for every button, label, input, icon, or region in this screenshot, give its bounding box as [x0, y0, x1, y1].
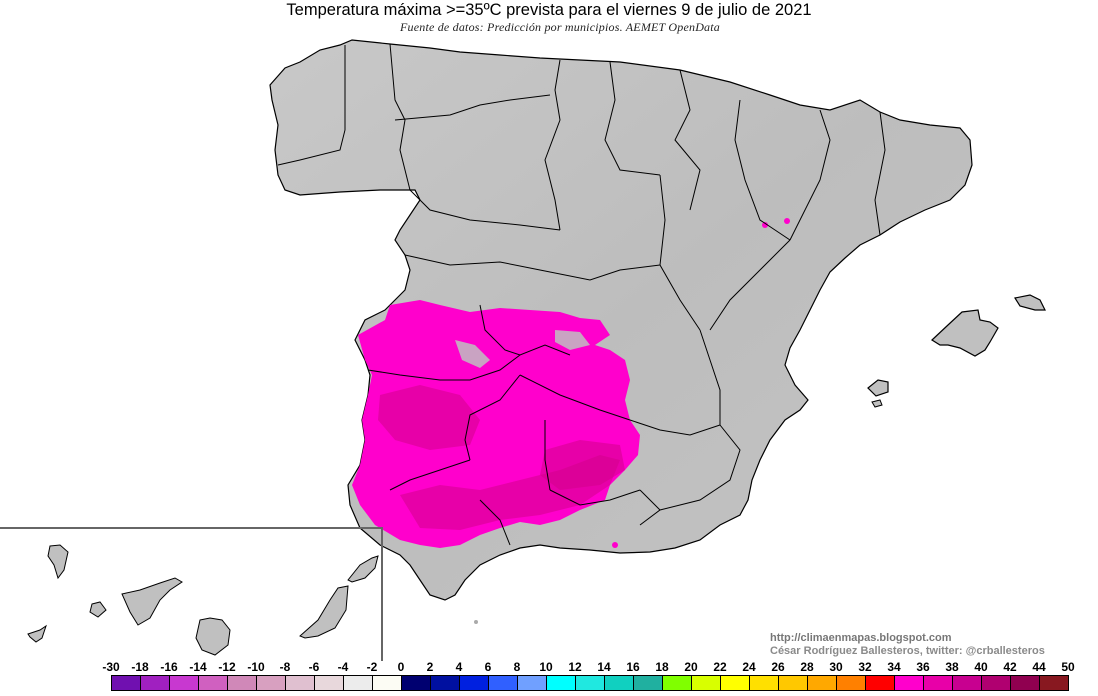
- legend-swatch: [836, 675, 866, 691]
- legend-label: 34: [887, 660, 901, 674]
- legend-swatch: [372, 675, 402, 691]
- legend-label: 44: [1032, 660, 1046, 674]
- heat-spot-ebro-2: [784, 218, 790, 224]
- legend-label: -4: [337, 660, 349, 674]
- legend-label: 4: [455, 660, 463, 674]
- legend-swatch: [778, 675, 808, 691]
- cool-gap-montes: [555, 330, 590, 350]
- legend-label: 14: [597, 660, 611, 674]
- legend-swatch: [227, 675, 257, 691]
- legend-swatch: [604, 675, 634, 691]
- legend-label: 8: [513, 660, 521, 674]
- legend-label: 50: [1061, 660, 1075, 674]
- legend-label: -2: [366, 660, 378, 674]
- ibiza-island: [867, 379, 889, 397]
- legend-label: 38: [945, 660, 959, 674]
- heat-zone-dark-jaen: [540, 440, 625, 490]
- legend-swatch: [343, 675, 373, 691]
- legend-swatch: [517, 675, 547, 691]
- gran-canaria-island: [195, 617, 231, 656]
- tenerife-island: [121, 577, 183, 626]
- regional-borders: [277, 43, 886, 546]
- legend-label: 42: [1003, 660, 1017, 674]
- legend-swatch: [140, 675, 170, 691]
- la-gomera-island: [89, 601, 107, 618]
- legend-label: -6: [308, 660, 320, 674]
- heat-zone-dark-extremadura: [378, 385, 480, 450]
- credits-url: http://climaenmapas.blogspot.com: [770, 632, 952, 644]
- legend-swatch: [256, 675, 286, 691]
- legend-label: 36: [916, 660, 930, 674]
- legend-swatch: [981, 675, 1011, 691]
- legend-swatch: [749, 675, 779, 691]
- legend-label: 18: [655, 660, 669, 674]
- credits-author: César Rodríguez Ballesteros, twitter: @c…: [770, 645, 1045, 657]
- legend-swatch: [430, 675, 460, 691]
- legend-swatch: [1010, 675, 1040, 691]
- legend-label: -18: [131, 660, 149, 674]
- el-hierro-island: [27, 624, 47, 643]
- map-subtitle: Fuente de datos: Predicción por municipi…: [400, 20, 720, 34]
- ceuta-speck: [474, 620, 478, 624]
- formentera-island: [871, 399, 883, 408]
- menorca-island: [1014, 294, 1046, 311]
- legend-swatch: [575, 675, 605, 691]
- legend-swatch: [720, 675, 750, 691]
- heat-spot-almeria: [612, 542, 618, 548]
- legend-label: -30: [102, 660, 120, 674]
- legend-swatch: [923, 675, 953, 691]
- legend-label: 16: [626, 660, 640, 674]
- legend-swatch: [807, 675, 837, 691]
- legend-label: 12: [568, 660, 582, 674]
- legend-swatch: [865, 675, 895, 691]
- legend-swatch: [633, 675, 663, 691]
- legend-label: 40: [974, 660, 988, 674]
- legend-swatch: [314, 675, 344, 691]
- legend-label: 2: [426, 660, 434, 674]
- legend-swatch: [1039, 675, 1069, 691]
- lanzarote-island: [347, 555, 379, 583]
- credits-block: http://climaenmapas.blogspot.com César R…: [770, 632, 1045, 658]
- heat-spot-ebro-1: [762, 222, 768, 228]
- legend-swatch: [111, 675, 141, 691]
- legend-swatch: [198, 675, 228, 691]
- legend-swatch: [169, 675, 199, 691]
- legend-label: 28: [800, 660, 814, 674]
- legend-swatch: [546, 675, 576, 691]
- legend-swatch: [488, 675, 518, 691]
- legend-label: -10: [247, 660, 265, 674]
- legend-label: 30: [829, 660, 843, 674]
- legend-swatch: [691, 675, 721, 691]
- spain-temperature-map: [27, 39, 1046, 656]
- legend-label: 22: [713, 660, 727, 674]
- legend-swatch: [401, 675, 431, 691]
- legend-label: 10: [539, 660, 553, 674]
- mallorca-island: [931, 309, 999, 357]
- legend-label: 32: [858, 660, 872, 674]
- legend-label: 0: [397, 660, 405, 674]
- cool-gap-sierra: [455, 340, 490, 368]
- legend-swatch: [662, 675, 692, 691]
- fuerteventura-island: [299, 585, 349, 639]
- legend-label: -14: [189, 660, 207, 674]
- legend-label: -12: [218, 660, 236, 674]
- la-palma-island: [47, 544, 69, 580]
- legend-swatch: [894, 675, 924, 691]
- map-title: Temperatura máxima >=35ºC prevista para …: [286, 1, 812, 19]
- color-legend: -30 -18 -16 -14 -12 -10 -8 -6 -4 -2 0 2 4 6 8 10 12 14 16 1…: [0, 660, 1098, 696]
- canary-inset-frame: [0, 527, 383, 661]
- legend-swatch: [459, 675, 489, 691]
- canary-islands-inset: [27, 544, 379, 656]
- legend-label: 24: [742, 660, 756, 674]
- legend-label: -8: [279, 660, 291, 674]
- legend-label: 20: [684, 660, 698, 674]
- legend-swatch: [952, 675, 982, 691]
- legend-label: 6: [484, 660, 492, 674]
- legend-label: 26: [771, 660, 785, 674]
- legend-swatch: [285, 675, 315, 691]
- legend-label: -16: [160, 660, 178, 674]
